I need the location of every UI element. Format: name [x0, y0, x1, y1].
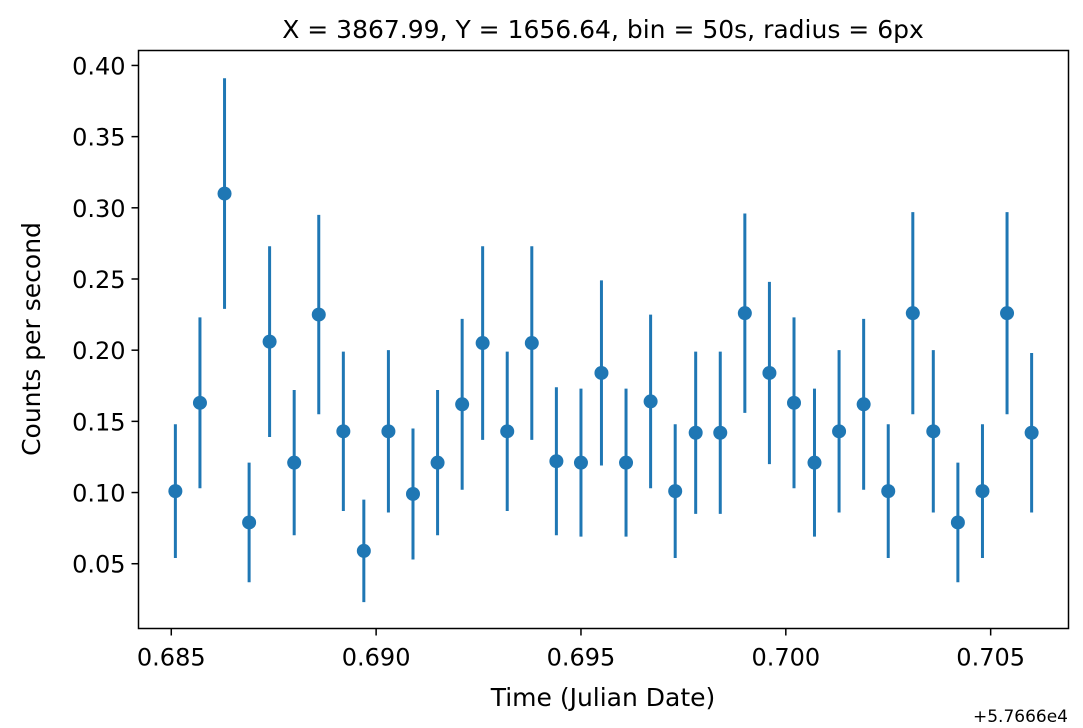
data-point [524, 336, 539, 351]
y-tick-label: 0.40 [72, 52, 125, 80]
data-point [950, 515, 965, 530]
y-tick-label: 0.15 [72, 408, 125, 436]
x-tick-label: 0.695 [547, 644, 616, 672]
y-tick-label: 0.05 [72, 551, 125, 579]
x-tick-label: 0.690 [342, 644, 411, 672]
y-axis-title: Counts per second [17, 222, 46, 456]
y-axis-ticks: 0.05 0.10 0.15 0.20 0.25 0.30 0.35 0.40 [72, 52, 139, 579]
data-point [787, 395, 802, 410]
data-point [856, 397, 871, 412]
x-offset-label: +5.7666e4 [973, 707, 1068, 727]
data-point [336, 424, 351, 439]
y-tick-label: 0.25 [72, 266, 125, 294]
data-point [737, 306, 752, 321]
y-tick-label: 0.30 [72, 195, 125, 223]
data-point [549, 454, 564, 469]
data-point [381, 424, 396, 439]
data-point [168, 484, 183, 499]
data-points [168, 186, 1039, 558]
y-tick-label: 0.20 [72, 337, 125, 365]
data-point [926, 424, 941, 439]
data-point [500, 424, 515, 439]
data-point [619, 455, 634, 470]
data-point [688, 425, 703, 440]
data-point [643, 394, 658, 409]
data-point [975, 484, 990, 499]
x-axis-title: Time (Julian Date) [490, 683, 716, 712]
data-point [594, 365, 609, 380]
data-point [905, 306, 920, 321]
data-point [192, 395, 207, 410]
x-tick-label: 0.705 [956, 644, 1025, 672]
y-tick-label: 0.10 [72, 480, 125, 508]
data-point [807, 455, 822, 470]
data-point [217, 186, 232, 201]
data-point [713, 425, 728, 440]
data-point [262, 334, 277, 349]
data-point [1024, 425, 1039, 440]
y-tick-label: 0.35 [72, 124, 125, 152]
data-point [311, 307, 326, 322]
data-point [475, 336, 490, 351]
data-point [356, 543, 371, 558]
data-point [573, 455, 588, 470]
data-point [430, 455, 445, 470]
data-point [762, 365, 777, 380]
data-point [287, 455, 302, 470]
data-point [242, 515, 257, 530]
data-point [405, 486, 420, 501]
x-axis-ticks: 0.685 0.690 0.695 0.700 0.705 [137, 628, 1025, 672]
data-point [668, 484, 683, 499]
data-point [881, 484, 896, 499]
x-tick-label: 0.700 [751, 644, 820, 672]
data-point [455, 397, 470, 412]
x-tick-label: 0.685 [137, 644, 206, 672]
data-point [1000, 306, 1015, 321]
chart-title: X = 3867.99, Y = 1656.64, bin = 50s, rad… [282, 15, 924, 44]
plot-frame [137, 49, 1070, 630]
data-point [832, 424, 847, 439]
